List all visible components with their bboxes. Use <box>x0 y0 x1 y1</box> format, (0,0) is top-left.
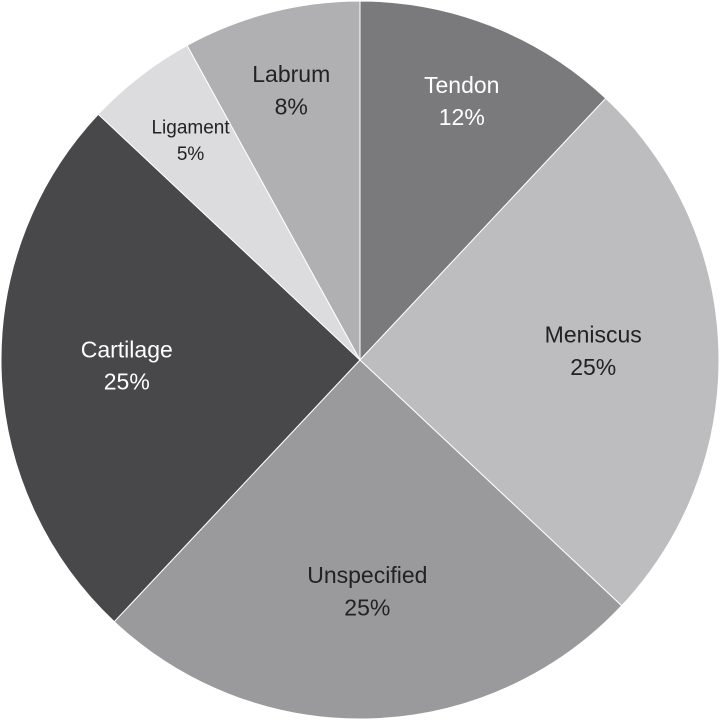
slice-label: Cartilage <box>81 336 173 362</box>
pie-slice <box>186 0 361 361</box>
slice-value-label: 5% <box>177 144 205 165</box>
slice-value-label: 25% <box>344 594 390 620</box>
slice-label: Labrum <box>252 61 330 87</box>
pie-slice <box>359 97 720 607</box>
pie-slice <box>0 113 361 623</box>
slice-label: Ligament <box>151 117 230 138</box>
slice-label: Meniscus <box>545 322 642 348</box>
pie-slice <box>359 0 607 362</box>
slice-value-label: 12% <box>439 104 485 130</box>
slice-label: Tendon <box>424 72 499 98</box>
slice-value-label: 25% <box>570 354 616 380</box>
slice-value-label: 25% <box>104 369 150 395</box>
slice-value-label: 8% <box>275 93 308 119</box>
pie-slice <box>113 359 623 720</box>
slice-label: Unspecified <box>307 562 427 588</box>
